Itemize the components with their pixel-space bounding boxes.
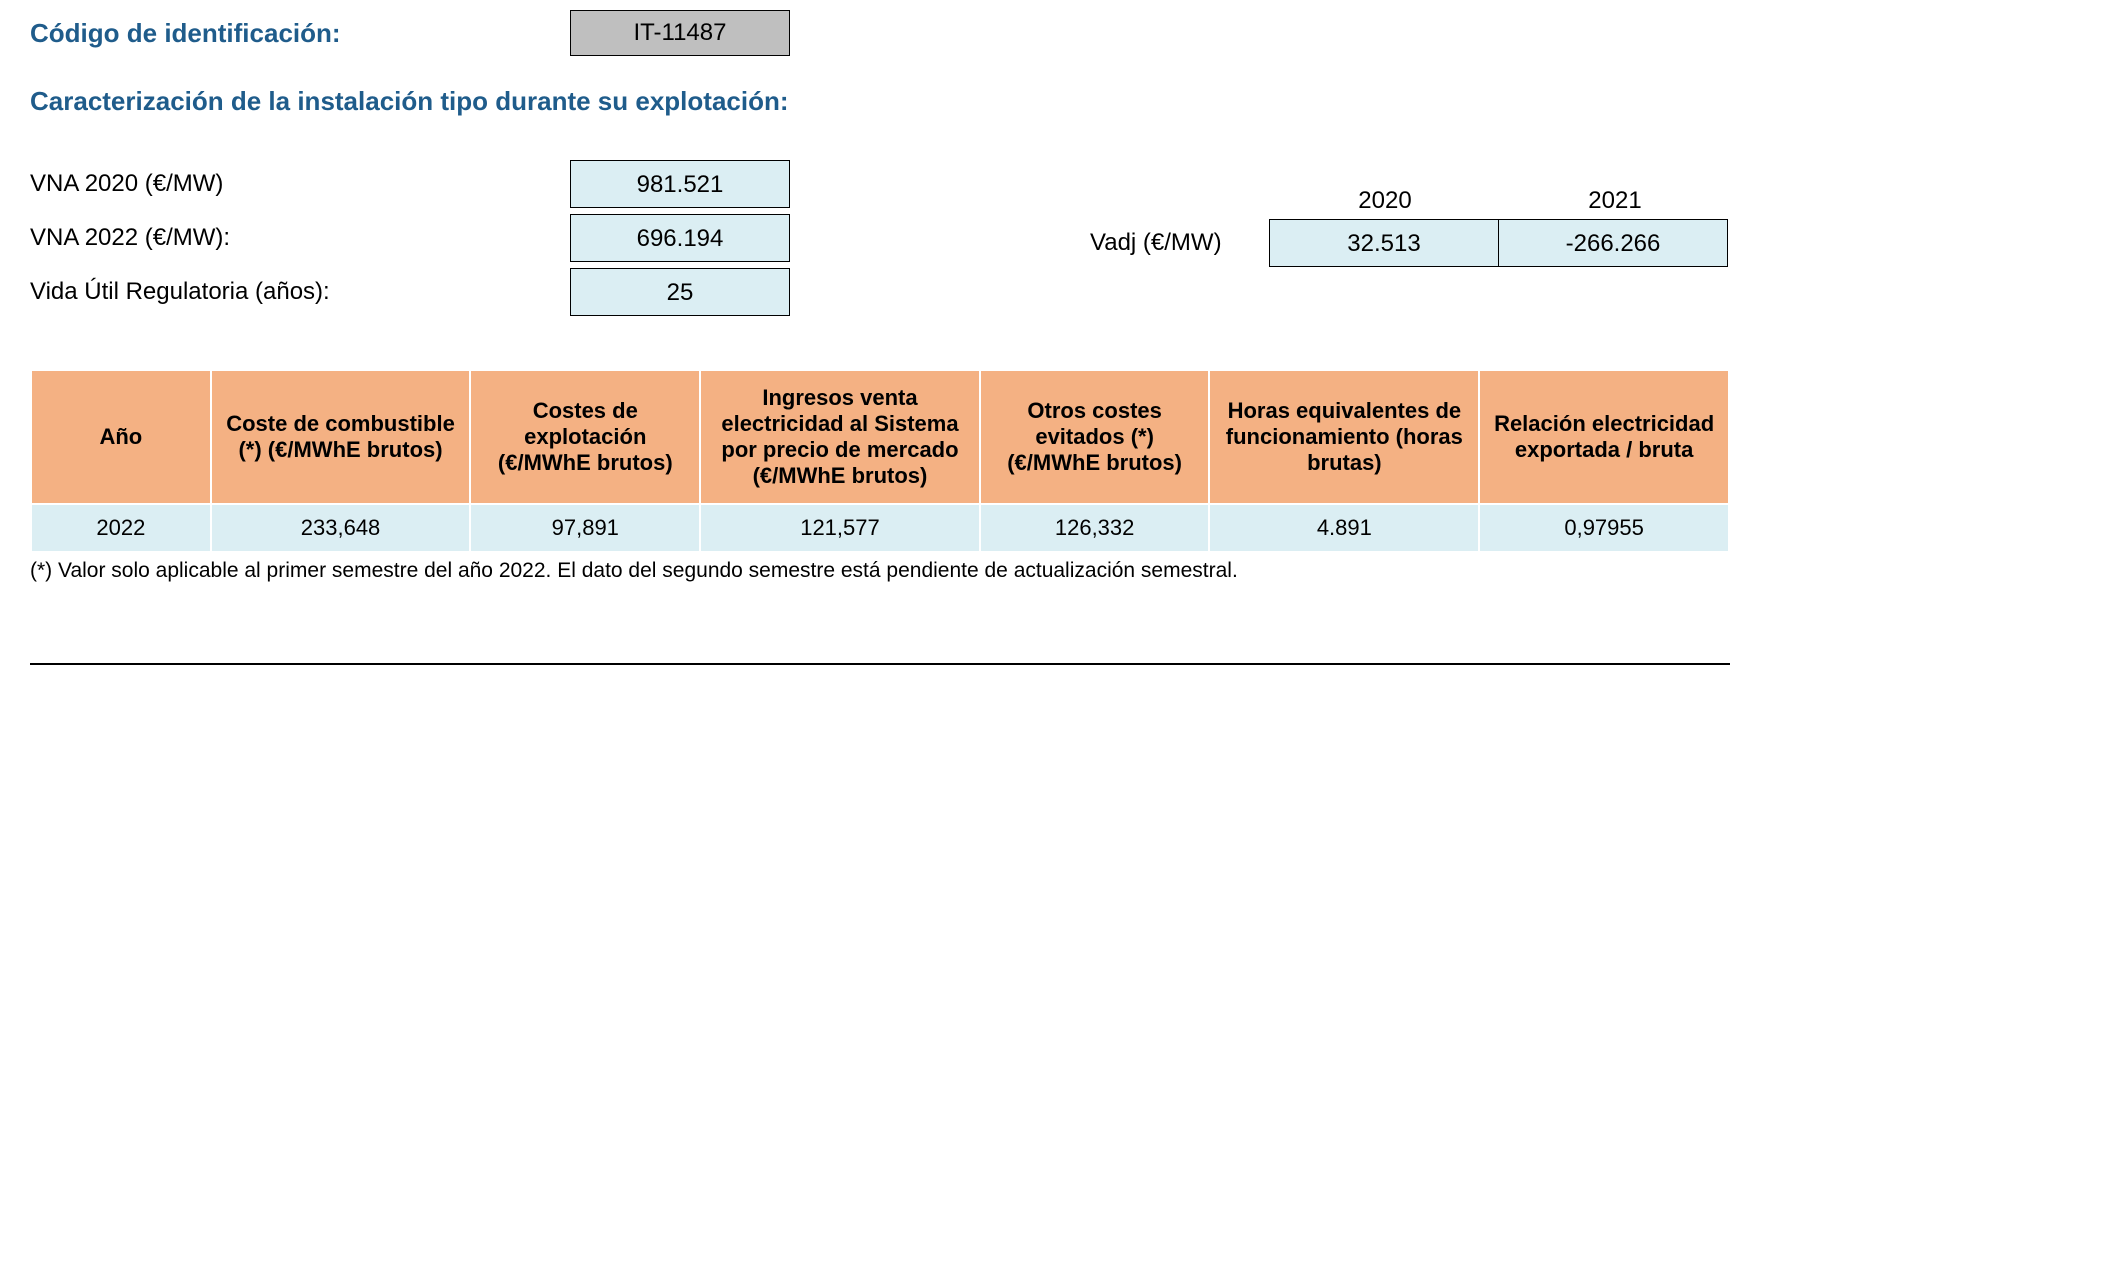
vna2022-label: VNA 2022 (€/MW):	[30, 224, 570, 252]
cell-year: 2022	[31, 504, 211, 552]
table-row: 2022 233,648 97,891 121,577 126,332 4.89…	[31, 504, 1729, 552]
vida-value: 25	[570, 268, 790, 316]
cell-fuel-cost: 233,648	[211, 504, 471, 552]
col-header-year: Año	[31, 370, 211, 504]
vadj-label: Vadj (€/MW)	[1090, 229, 1270, 257]
vadj-values-row: Vadj (€/MW) 32.513 -266.266	[1090, 219, 1730, 267]
cell-avoided: 126,332	[980, 504, 1210, 552]
vadj-year1-label: 2020	[1270, 187, 1500, 215]
vna2020-label: VNA 2020 (€/MW)	[30, 170, 570, 198]
section-title: Caracterización de la instalación tipo d…	[30, 86, 2096, 117]
divider	[30, 663, 1730, 665]
footnote: (*) Valor solo aplicable al primer semes…	[30, 559, 2096, 583]
vadj-year2-label: 2021	[1500, 187, 1730, 215]
cell-op-cost: 97,891	[470, 504, 700, 552]
header-row: Código de identificación: IT-11487	[30, 10, 2096, 56]
col-header-fuel-cost: Coste de combustible (*) (€/MWhE brutos)	[211, 370, 471, 504]
vadj-year1-value: 32.513	[1269, 219, 1499, 267]
cell-hours: 4.891	[1209, 504, 1479, 552]
cell-ratio: 0,97955	[1479, 504, 1729, 552]
col-header-hours: Horas equivalentes de funcionamiento (ho…	[1209, 370, 1479, 504]
vna2022-value: 696.194	[570, 214, 790, 262]
col-header-ratio: Relación electricidad exportada / bruta	[1479, 370, 1729, 504]
vida-label: Vida Útil Regulatoria (años):	[30, 278, 570, 306]
vadj-spacer	[1090, 187, 1270, 215]
param-row-vna2022: VNA 2022 (€/MW): 696.194	[30, 211, 2096, 265]
data-table: Año Coste de combustible (*) (€/MWhE bru…	[30, 369, 1730, 553]
id-value-box: IT-11487	[570, 10, 790, 56]
cell-income: 121,577	[700, 504, 980, 552]
params-block: VNA 2020 (€/MW) 981.521 VNA 2022 (€/MW):…	[30, 157, 2096, 319]
col-header-avoided: Otros costes evitados (*) (€/MWhE brutos…	[980, 370, 1210, 504]
table-header-row: Año Coste de combustible (*) (€/MWhE bru…	[31, 370, 1729, 504]
col-header-income: Ingresos venta electricidad al Sistema p…	[700, 370, 980, 504]
vadj-group: 2020 2021 Vadj (€/MW) 32.513 -266.266	[1090, 187, 1730, 267]
vna2020-value: 981.521	[570, 160, 790, 208]
col-header-op-cost: Costes de explotación (€/MWhE brutos)	[470, 370, 700, 504]
param-row-vida: Vida Útil Regulatoria (años): 25	[30, 265, 2096, 319]
vadj-year-labels: 2020 2021	[1090, 187, 1730, 215]
id-label: Código de identificación:	[30, 18, 570, 49]
vadj-year2-value: -266.266	[1498, 219, 1728, 267]
param-row-vna2020: VNA 2020 (€/MW) 981.521	[30, 157, 2096, 211]
